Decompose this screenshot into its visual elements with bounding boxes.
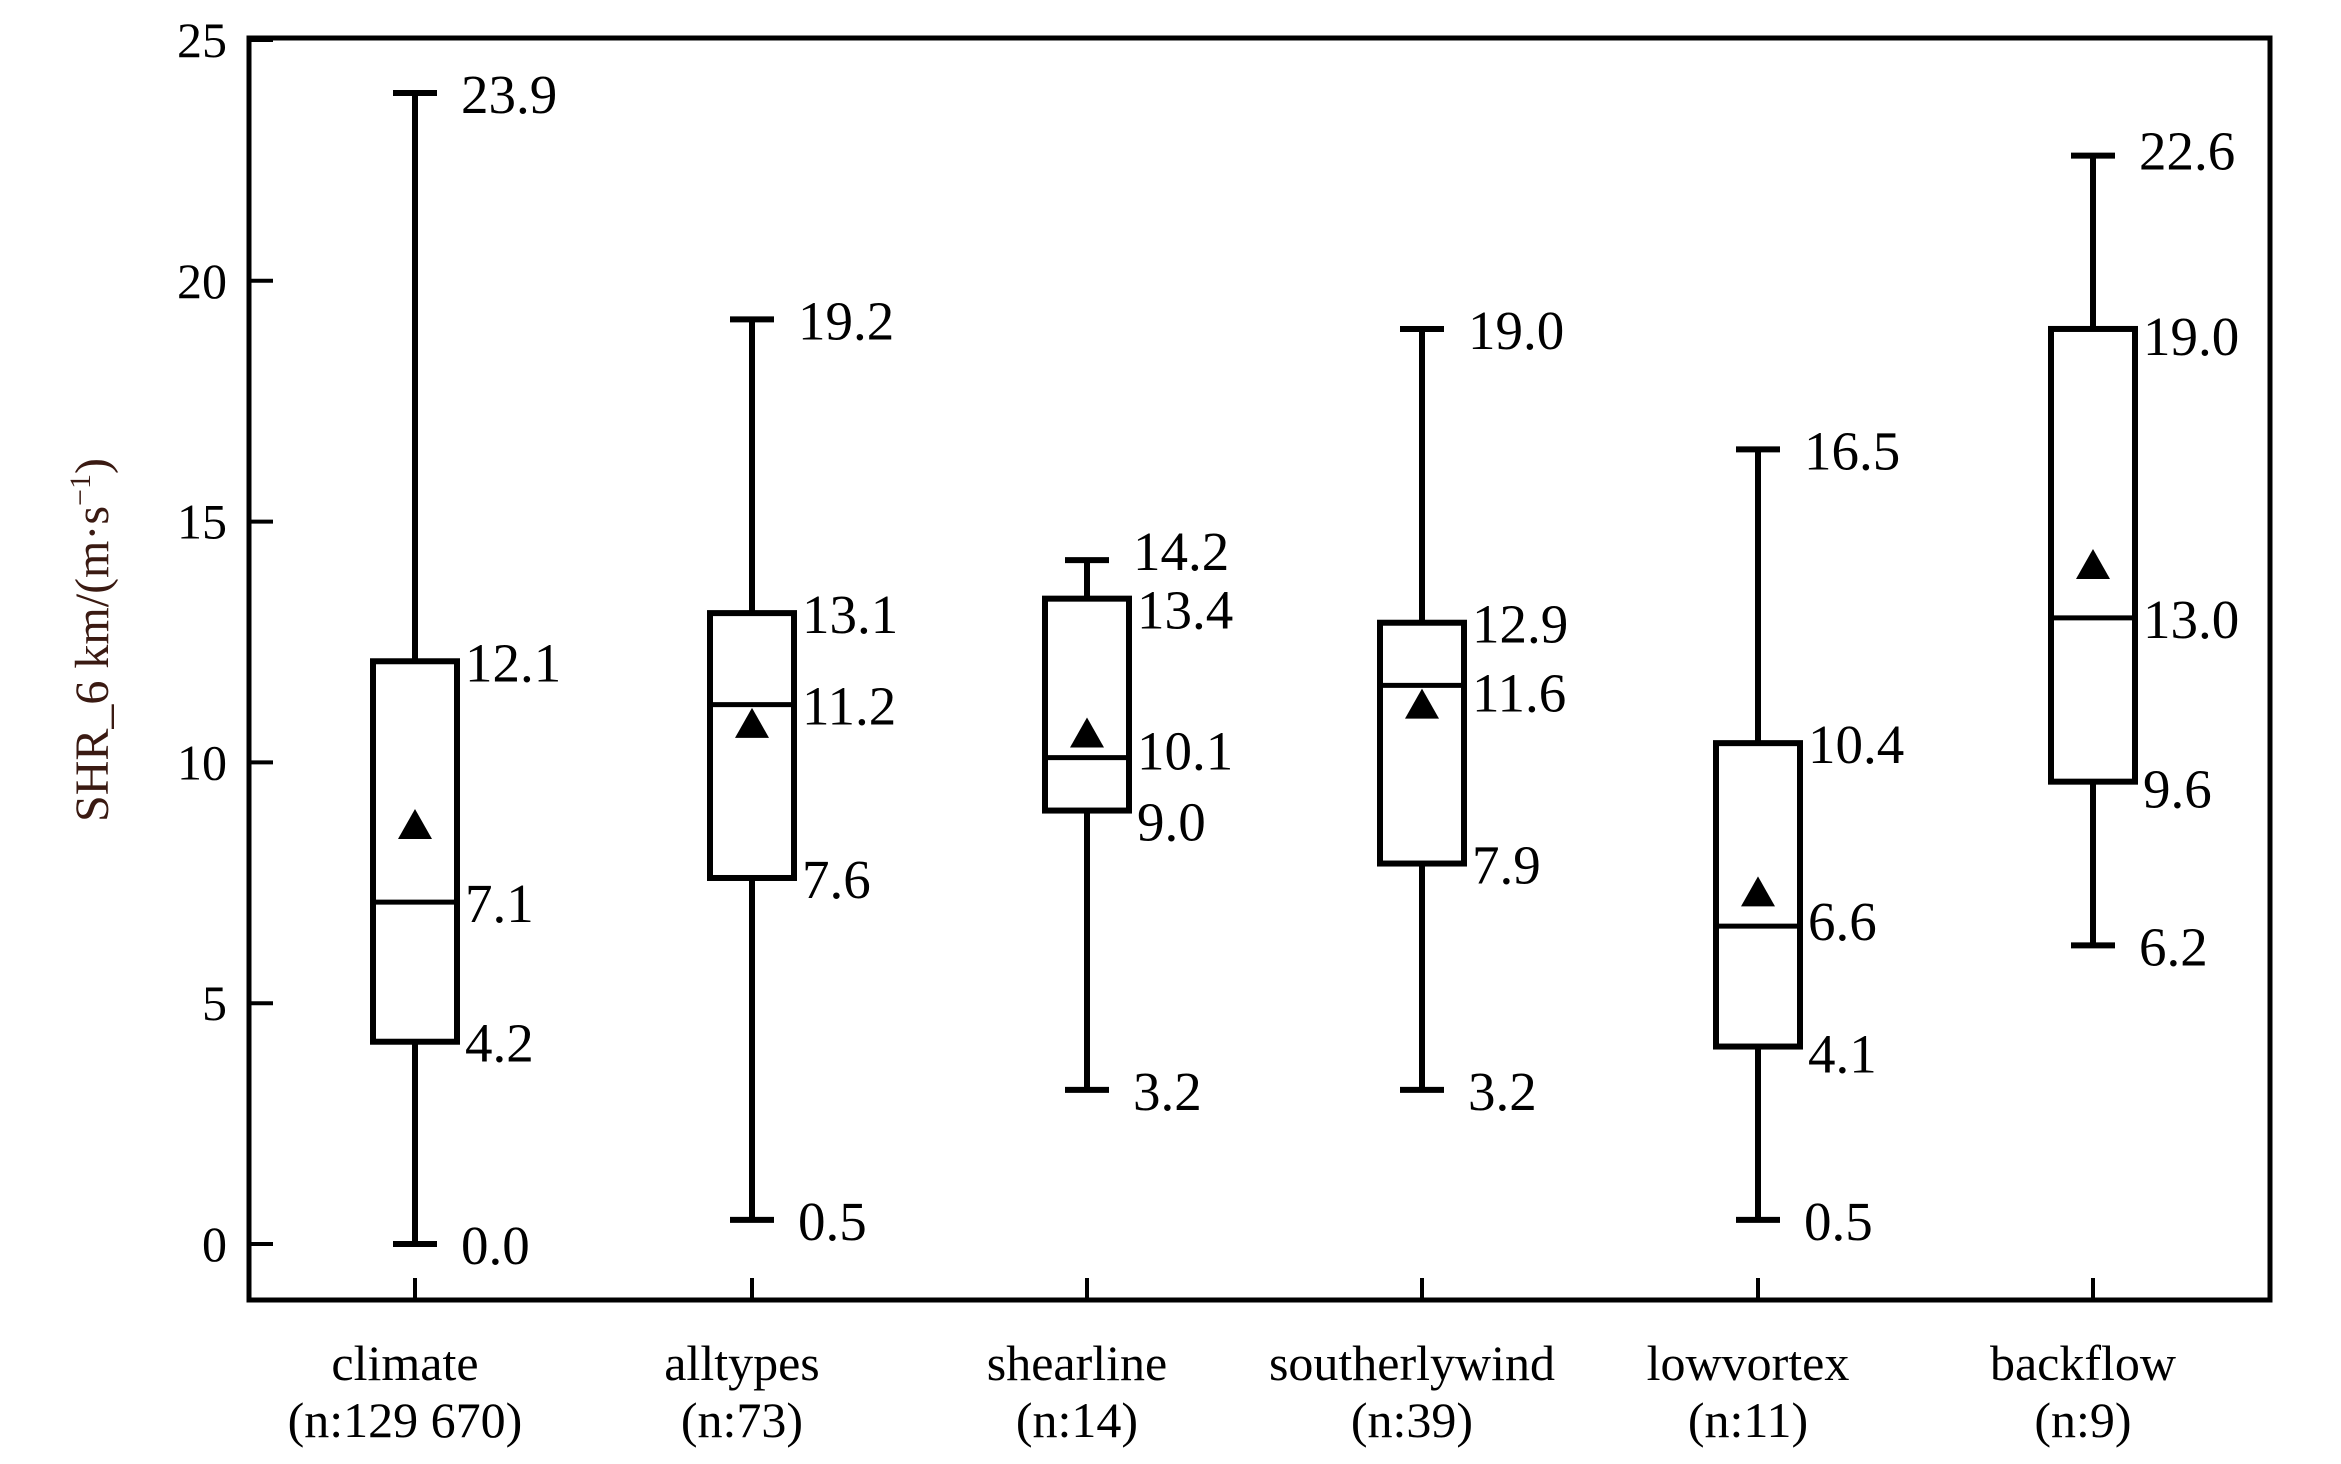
box-alltypes: 19.2 13.1 11.2 7.6 0.5 alltypes(n:73) (664, 290, 898, 1448)
iqr-box-alltypes (707, 610, 797, 881)
y-axis-title: SHR_6 km/(m·s−1) (64, 458, 119, 822)
x-tick-label-shearline: shearline (987, 1335, 1167, 1391)
label-max-southerlywind: 19.0 (1468, 300, 1564, 361)
y-tick-label-5: 5 (202, 975, 227, 1031)
label-q1-backflow: 9.6 (2143, 759, 2212, 820)
iqr-box-southerlywind (1377, 619, 1467, 867)
label-q1-alltypes: 7.6 (802, 849, 871, 910)
label-q3-southerlywind: 12.9 (1472, 594, 1568, 655)
x-count-label-backflow: (n:9) (2034, 1392, 2131, 1448)
mean-marker-lowvortex (1741, 876, 1775, 907)
y-tick-label-0: 0 (202, 1216, 227, 1272)
iqr-box-climate (370, 658, 460, 1045)
mean-marker-climate (398, 809, 432, 840)
iqr-box-shearline (1042, 595, 1132, 814)
label-max-backflow: 22.6 (2139, 121, 2235, 182)
y-tick-label-20: 20 (177, 253, 227, 309)
plot-frame (246, 35, 2273, 1303)
x-tick-label-southerlywind: southerlywind (1269, 1335, 1555, 1391)
box-southerlywind: 19.0 12.9 11.6 7.9 3.2 southerlywind(n:39) (1269, 300, 1568, 1448)
label-min-lowvortex: 0.5 (1804, 1191, 1873, 1252)
label-q3-backflow: 19.0 (2143, 306, 2239, 367)
mean-marker-backflow (2076, 548, 2110, 579)
label-q3-climate: 12.1 (465, 632, 561, 693)
box-climate: 23.9 12.1 7.1 4.2 0.0 climate(n:129 670) (288, 64, 562, 1448)
mean-marker-southerlywind (1405, 688, 1439, 719)
box-backflow: 22.6 19.0 13.0 9.6 6.2 backflow(n:9) (1990, 121, 2239, 1448)
label-q1-southerlywind: 7.9 (1472, 835, 1541, 896)
x-tick-label-backflow: backflow (1990, 1335, 2176, 1391)
label-q3-lowvortex: 10.4 (1808, 714, 1904, 775)
y-axis-label: SHR_6 km/(m·s−1) (64, 458, 119, 822)
y-tick-label-10: 10 (177, 734, 227, 790)
label-median-backflow: 13.0 (2143, 589, 2239, 650)
label-median-climate: 7.1 (465, 873, 534, 934)
label-median-southerlywind: 11.6 (1472, 662, 1566, 723)
label-max-lowvortex: 16.5 (1804, 420, 1900, 481)
y-axis-title-close: ) (66, 458, 119, 474)
label-min-alltypes: 0.5 (798, 1191, 867, 1252)
mean-marker-alltypes (735, 707, 769, 738)
label-max-climate: 23.9 (461, 64, 557, 125)
y-axis-title-exponent: −1 (64, 474, 97, 506)
label-max-alltypes: 19.2 (798, 290, 894, 351)
x-count-label-alltypes: (n:73) (681, 1392, 803, 1448)
label-q3-shearline: 13.4 (1137, 580, 1233, 641)
x-tick-label-alltypes: alltypes (664, 1335, 820, 1391)
x-count-label-shearline: (n:14) (1016, 1392, 1138, 1448)
label-min-backflow: 6.2 (2139, 916, 2208, 977)
label-median-lowvortex: 6.6 (1808, 891, 1877, 952)
box-lowvortex: 16.5 10.4 6.6 4.1 0.5 lowvortex(n:11) (1647, 420, 1905, 1448)
x-count-label-lowvortex: (n:11) (1688, 1392, 1808, 1448)
label-min-shearline: 3.2 (1133, 1061, 1202, 1122)
label-q1-climate: 4.2 (465, 1013, 534, 1074)
y-axis-title-main: SHR_6 km/(m·s (66, 506, 119, 822)
y-tick-label-15: 15 (177, 494, 227, 550)
label-q3-alltypes: 13.1 (802, 584, 898, 645)
x-tick-label-lowvortex: lowvortex (1647, 1335, 1850, 1391)
label-min-southerlywind: 3.2 (1468, 1061, 1537, 1122)
x-tick-label-climate: climate (331, 1335, 478, 1391)
axes: 0 5 10 15 20 25 (177, 12, 2273, 1303)
y-tick-label-25: 25 (177, 12, 227, 68)
label-q1-shearline: 9.0 (1137, 792, 1206, 853)
x-count-label-southerlywind: (n:39) (1351, 1392, 1473, 1448)
mean-marker-shearline (1070, 717, 1104, 748)
box-shearline: 14.213.4 10.1 9.0 3.2 shearline(n:14) (987, 521, 1233, 1448)
label-max-shearline: 14.2 (1133, 521, 1229, 582)
label-min-climate: 0.0 (461, 1215, 530, 1276)
label-q1-lowvortex: 4.1 (1808, 1024, 1877, 1085)
x-count-label-climate: (n:129 670) (288, 1392, 523, 1448)
label-median-shearline: 10.1 (1137, 721, 1233, 782)
label-median-alltypes: 11.2 (802, 676, 896, 737)
